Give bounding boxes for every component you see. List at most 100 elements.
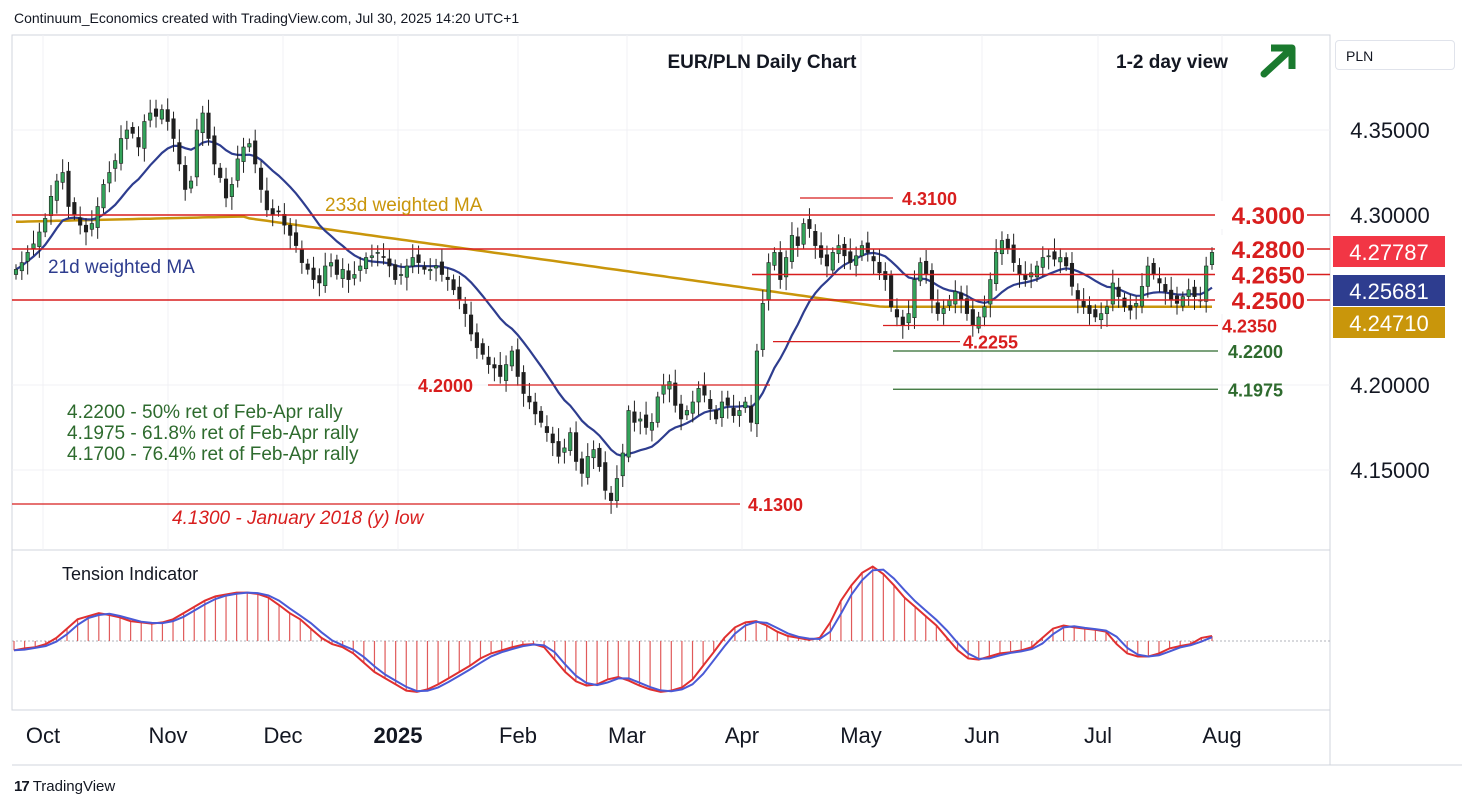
minor-level-label: 4.3100	[902, 189, 957, 209]
price-badge-bg	[1333, 236, 1445, 267]
y-tick-label: 4.30000	[1350, 203, 1430, 228]
candle-down	[165, 109, 170, 122]
candle-down	[451, 279, 456, 291]
candle-down	[393, 264, 398, 280]
candle-up	[830, 252, 835, 271]
candle-down	[305, 263, 310, 270]
candle-down	[673, 382, 678, 406]
candle-down	[334, 259, 339, 275]
candle-up	[504, 364, 509, 381]
candle-up	[54, 180, 59, 201]
candle-down	[253, 140, 258, 165]
candle-down	[894, 309, 900, 318]
x-tick-label: Mar	[608, 723, 646, 748]
candle-up	[358, 265, 363, 271]
candle-up	[947, 299, 952, 307]
candle-up	[743, 401, 748, 409]
candle-down	[725, 397, 730, 406]
candle-down	[749, 405, 754, 423]
candle-down	[183, 165, 188, 190]
candle-down	[848, 251, 853, 263]
candle-up	[1040, 257, 1045, 268]
candle-up	[801, 223, 806, 245]
y-tick-label: 4.35000	[1350, 118, 1430, 143]
up-arrow-head-icon	[1271, 44, 1296, 69]
candle-up	[159, 109, 164, 120]
candle-down	[474, 332, 479, 348]
candle-down	[603, 462, 608, 491]
candle-down	[171, 118, 176, 139]
candle-up	[188, 180, 194, 189]
ma21-label: 21d weighted MA	[48, 257, 195, 278]
tv-icon: 17	[14, 778, 30, 795]
minor-level-label: 4.2350	[1222, 317, 1277, 337]
candle-up	[107, 172, 112, 184]
candle-up	[101, 184, 106, 209]
candle-up	[369, 255, 374, 258]
candle-down	[865, 242, 870, 253]
candle-up	[428, 269, 433, 272]
candle-down	[708, 398, 713, 410]
candle-up	[591, 449, 596, 459]
candle-up	[241, 146, 246, 162]
candle-down	[439, 261, 444, 275]
candle-down	[381, 256, 386, 258]
candle-up	[620, 452, 625, 477]
x-tick-label: Nov	[148, 723, 187, 748]
price-badge-label: 4.27787	[1349, 240, 1429, 265]
currency-scale-button[interactable]: PLN	[1335, 40, 1455, 70]
candle-down	[492, 364, 497, 369]
candle-down	[206, 112, 211, 139]
candle-up	[562, 447, 567, 453]
candle-up	[854, 255, 859, 266]
candle-up	[1034, 265, 1040, 278]
x-tick-label: Apr	[725, 723, 759, 748]
candle-down	[1075, 290, 1080, 301]
candle-up	[60, 172, 65, 183]
candle-down	[1151, 262, 1156, 275]
candle-up	[404, 265, 409, 278]
candle-up	[410, 257, 415, 267]
candle-down	[346, 270, 351, 280]
candle-up	[328, 262, 334, 267]
candle-down	[533, 401, 538, 415]
candle-up	[766, 262, 771, 300]
minor-level-label: 4.2000	[418, 376, 473, 396]
view-label: 1-2 day view	[1116, 52, 1228, 73]
candle-down	[445, 276, 450, 280]
candle-up	[1186, 289, 1191, 297]
candle-up	[760, 303, 765, 350]
candle-up	[235, 158, 240, 181]
candle-up	[988, 279, 993, 305]
candle-down	[883, 271, 888, 280]
price-badge-label: 4.25681	[1349, 279, 1429, 304]
candle-down	[824, 254, 829, 267]
candle-up	[323, 265, 328, 287]
candle-down	[539, 410, 544, 423]
candle-down	[521, 372, 526, 394]
candle-down	[463, 303, 468, 314]
candle-up	[1204, 265, 1209, 302]
candle-up	[1046, 255, 1051, 258]
brand-label: TradingView	[32, 778, 116, 795]
candle-up	[229, 184, 234, 197]
candle-up	[37, 231, 42, 247]
candle-down	[819, 245, 824, 258]
candle-up	[25, 252, 30, 262]
candle-down	[498, 364, 503, 377]
candle-up	[784, 257, 789, 278]
candle-up	[906, 313, 911, 324]
tradingview-logo[interactable]: 17 TradingView	[14, 778, 115, 795]
candle-down	[1023, 274, 1028, 280]
candle-down	[1192, 286, 1197, 297]
candle-down	[544, 426, 549, 433]
candle-up	[19, 262, 24, 272]
candle-up	[649, 422, 654, 431]
x-tick-label: Jul	[1084, 723, 1112, 748]
candle-down	[924, 260, 929, 275]
candle-down	[416, 254, 421, 263]
candle-down	[795, 236, 800, 246]
candle-up	[1145, 265, 1150, 287]
x-tick-label: Jun	[964, 723, 999, 748]
y-tick-label: 4.20000	[1350, 373, 1430, 398]
